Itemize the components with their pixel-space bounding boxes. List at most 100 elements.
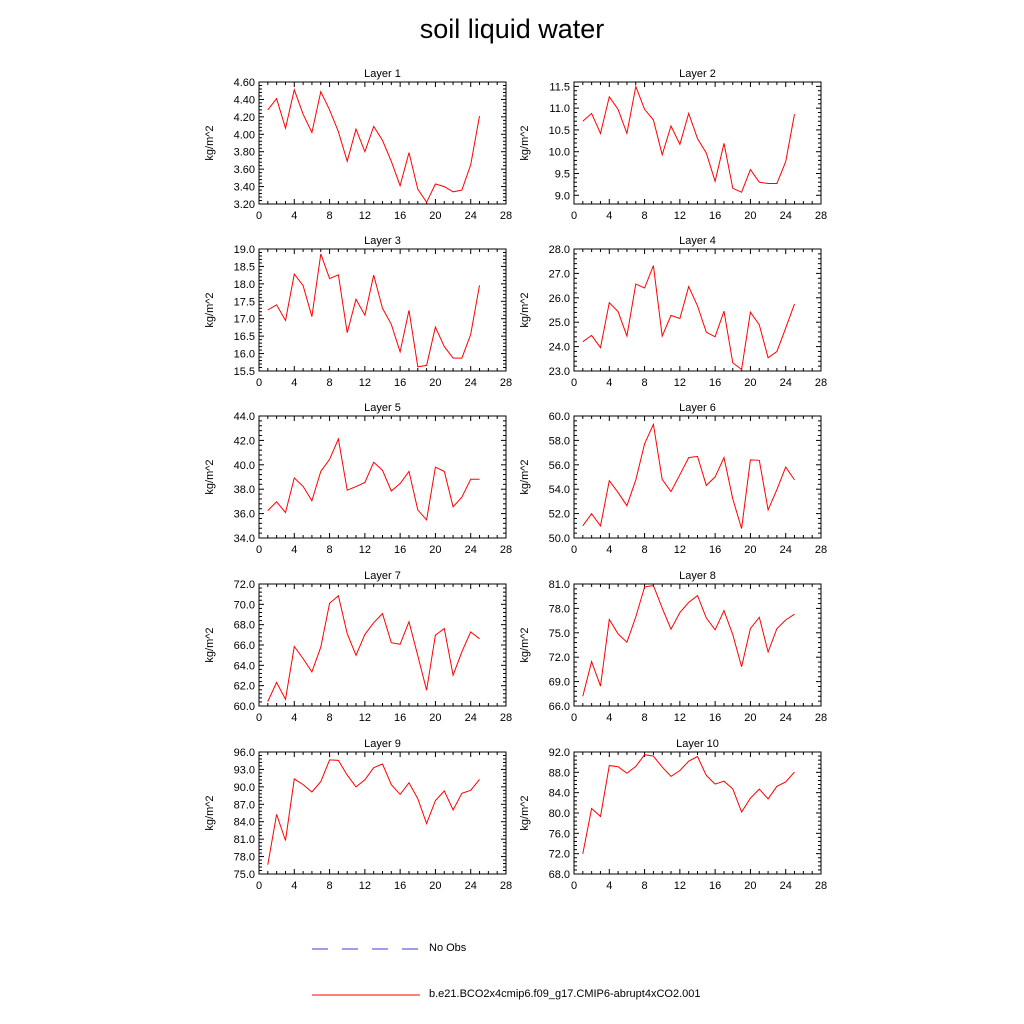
- x-tick-label: 28: [500, 210, 512, 222]
- x-tick-label: 12: [359, 712, 371, 724]
- x-tick-label: 20: [429, 210, 441, 222]
- x-tick-label: 24: [465, 210, 477, 222]
- x-tick-label: 28: [815, 210, 827, 222]
- x-tick-label: 0: [256, 377, 262, 389]
- y-tick-label: 68.0: [234, 620, 255, 632]
- y-tick-label: 76.0: [549, 828, 570, 840]
- y-tick-label: 44.0: [234, 411, 255, 423]
- y-tick-label: 10.0: [549, 147, 570, 159]
- y-axis-label: kg/m^2: [519, 125, 531, 160]
- plot-frame: [573, 751, 822, 875]
- x-tick-label: 24: [465, 712, 477, 724]
- x-tick-label: 28: [815, 377, 827, 389]
- x-tick-label: 0: [571, 880, 577, 892]
- x-tick-label: 12: [674, 712, 686, 724]
- y-tick-label: 81.0: [549, 579, 570, 591]
- x-tick-label: 8: [327, 377, 333, 389]
- y-tick-label: 17.5: [234, 296, 255, 308]
- y-tick-label: 18.0: [234, 279, 255, 291]
- x-tick-label: 16: [394, 712, 406, 724]
- x-tick-label: 12: [359, 880, 371, 892]
- x-tick-label: 4: [291, 712, 297, 724]
- y-axis-label: kg/m^2: [204, 292, 216, 327]
- y-tick-label: 66.0: [549, 701, 570, 713]
- x-tick-label: 20: [744, 210, 756, 222]
- plot-frame: [258, 248, 507, 372]
- y-tick-label: 15.5: [234, 366, 255, 378]
- y-tick-label: 36.0: [234, 509, 255, 521]
- x-tick-label: 8: [327, 210, 333, 222]
- y-tick-label: 10.5: [549, 125, 570, 137]
- panel-title: Layer 1: [364, 68, 401, 80]
- x-tick-label: 4: [606, 544, 612, 556]
- y-tick-label: 4.00: [234, 129, 255, 141]
- panel-title: Layer 4: [679, 235, 716, 247]
- y-tick-label: 72.0: [549, 849, 570, 861]
- series-line: [582, 422, 795, 529]
- x-tick-label: 0: [571, 377, 577, 389]
- x-tick-label: 20: [429, 880, 441, 892]
- x-tick-label: 4: [291, 377, 297, 389]
- y-tick-label: 66.0: [234, 640, 255, 652]
- model-legend-label: b.e21.BCO2x4cmip6.f09_g17.CMIP6-abrupt4x…: [429, 988, 701, 1000]
- x-tick-label: 12: [674, 880, 686, 892]
- x-tick-label: 8: [327, 712, 333, 724]
- panel-layer-4: Layer 4 kg/m^2 0 4 8 12 16 20 24 28 23.0 24.0 25.0 26…: [519, 235, 827, 389]
- y-tick-label: 60.0: [549, 411, 570, 423]
- plot-frame: [573, 81, 822, 205]
- y-tick-label: 56.0: [549, 460, 570, 472]
- x-tick-label: 20: [744, 377, 756, 389]
- x-tick-label: 28: [500, 377, 512, 389]
- y-tick-label: 58.0: [549, 435, 570, 447]
- x-tick-label: 16: [394, 880, 406, 892]
- y-axis-label: kg/m^2: [204, 795, 216, 830]
- x-tick-label: 4: [291, 544, 297, 556]
- x-tick-label: 20: [744, 712, 756, 724]
- panel-layer-1: Layer 1 kg/m^2 0 4 8 12 16 20 24 28 3.20 3.40 3.60 3.…: [204, 68, 512, 222]
- panel-title: Layer 2: [679, 68, 716, 80]
- y-tick-label: 52.0: [549, 509, 570, 521]
- y-tick-label: 92.0: [549, 747, 570, 759]
- y-tick-label: 16.0: [234, 349, 255, 361]
- y-tick-label: 23.0: [549, 366, 570, 378]
- y-tick-label: 34.0: [234, 533, 255, 545]
- x-tick-label: 24: [465, 377, 477, 389]
- y-tick-label: 4.60: [234, 77, 255, 89]
- y-tick-label: 38.0: [234, 484, 255, 496]
- panel-layer-8: Layer 8 kg/m^2 0 4 8 12 16 20 24 28 66.0 69.0 72.0 75…: [519, 570, 827, 724]
- y-tick-label: 16.5: [234, 331, 255, 343]
- x-tick-label: 20: [429, 712, 441, 724]
- y-tick-label: 60.0: [234, 701, 255, 713]
- x-tick-label: 16: [709, 880, 721, 892]
- plot-frame: [258, 751, 507, 875]
- panel-layer-2: Layer 2 kg/m^2 0 4 8 12 16 20 24 28 9.0 9.5 10.0 10.5…: [519, 68, 827, 222]
- x-tick-label: 16: [394, 377, 406, 389]
- x-tick-label: 12: [674, 377, 686, 389]
- y-tick-label: 17.0: [234, 314, 255, 326]
- x-tick-label: 20: [744, 544, 756, 556]
- x-tick-label: 28: [815, 880, 827, 892]
- x-tick-label: 24: [780, 210, 792, 222]
- x-tick-label: 4: [606, 880, 612, 892]
- x-tick-label: 16: [394, 544, 406, 556]
- y-tick-label: 90.0: [234, 782, 255, 794]
- x-tick-label: 12: [674, 210, 686, 222]
- x-tick-label: 0: [571, 712, 577, 724]
- x-tick-label: 8: [327, 880, 333, 892]
- y-tick-label: 3.80: [234, 147, 255, 159]
- y-tick-label: 78.0: [234, 852, 255, 864]
- series-line: [582, 584, 795, 697]
- y-tick-label: 9.5: [555, 169, 570, 181]
- y-tick-label: 87.0: [234, 799, 255, 811]
- series-line: [267, 759, 480, 865]
- y-tick-label: 80.0: [549, 808, 570, 820]
- y-tick-label: 3.40: [234, 182, 255, 194]
- series-line: [267, 253, 480, 368]
- y-tick-label: 96.0: [234, 747, 255, 759]
- y-tick-label: 84.0: [234, 817, 255, 829]
- y-axis-label: kg/m^2: [519, 795, 531, 830]
- y-tick-label: 81.0: [234, 834, 255, 846]
- series-line: [267, 88, 480, 204]
- plot-frame: [573, 415, 822, 539]
